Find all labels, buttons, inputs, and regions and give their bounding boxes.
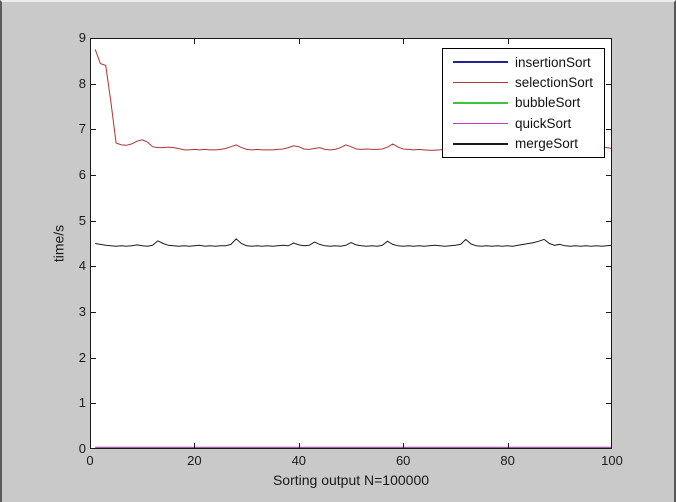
y-tick-label: 1 bbox=[78, 395, 86, 411]
y-tick-label: 5 bbox=[78, 212, 86, 228]
legend-item-quickSort: quickSort bbox=[443, 113, 604, 133]
plot-canvas bbox=[90, 38, 612, 449]
x-tick-label: 80 bbox=[500, 453, 515, 468]
y-tick-label: 7 bbox=[78, 121, 86, 137]
legend-item-selectionSort: selectionSort bbox=[443, 72, 604, 92]
legend-line-sample bbox=[453, 61, 508, 63]
legend-label: selectionSort bbox=[515, 75, 594, 91]
legend-line-sample bbox=[453, 122, 508, 125]
legend-item-insertionSort: insertionSort bbox=[443, 52, 604, 72]
x-tick-label: 40 bbox=[291, 453, 307, 468]
legend-label: quickSort bbox=[515, 115, 572, 131]
series-line-mergeSort bbox=[95, 238, 612, 247]
legend: insertionSort selectionSort bubbleSort quic… bbox=[442, 48, 605, 158]
x-axis-label: Sorting output N=100000 bbox=[272, 472, 430, 488]
legend-label: mergeSort bbox=[515, 136, 579, 152]
y-axis-label: time/s bbox=[50, 224, 67, 263]
legend-label: bubbleSort bbox=[515, 95, 581, 111]
y-tick-label: 4 bbox=[78, 258, 86, 274]
y-tick-label: 0 bbox=[78, 441, 86, 456]
legend-item-mergeSort: mergeSort bbox=[443, 134, 604, 154]
x-tick-label: 100 bbox=[601, 453, 623, 468]
x-tick-label: 20 bbox=[187, 453, 202, 468]
legend-line-sample bbox=[453, 143, 508, 145]
x-tick-label: 0 bbox=[86, 453, 94, 468]
x-tick-label: 60 bbox=[395, 453, 411, 468]
legend-line-sample bbox=[453, 102, 508, 104]
y-tick-label: 2 bbox=[78, 349, 86, 365]
legend-label: insertionSort bbox=[515, 54, 591, 70]
y-tick-label: 6 bbox=[78, 167, 86, 182]
legend-item-bubbleSort: bubbleSort bbox=[443, 93, 604, 113]
legend-line-sample bbox=[453, 81, 508, 84]
y-tick-label: 9 bbox=[78, 30, 86, 45]
axis-box bbox=[90, 38, 612, 449]
y-tick-label: 3 bbox=[78, 304, 86, 319]
y-tick-label: 8 bbox=[78, 75, 86, 91]
